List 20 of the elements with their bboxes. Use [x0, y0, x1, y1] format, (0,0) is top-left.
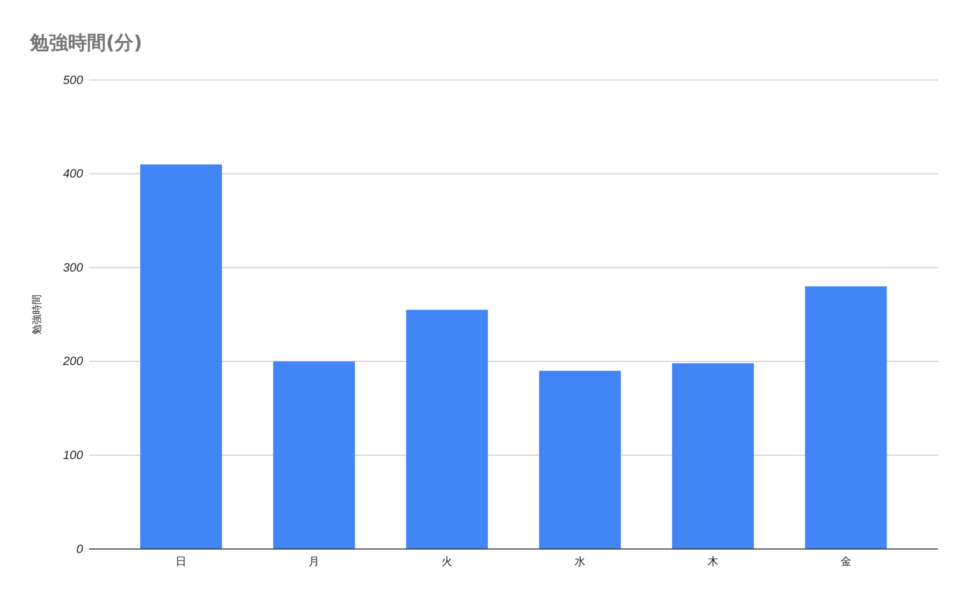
x-tick-label: 月 — [308, 556, 320, 568]
bar — [140, 164, 222, 549]
bar — [406, 310, 488, 549]
bar — [539, 370, 621, 549]
x-tick-label: 木 — [707, 554, 718, 568]
y-axis-title: 勉強時間 — [31, 294, 43, 334]
y-tick-label: 200 — [62, 354, 84, 368]
x-tick-label: 日 — [176, 556, 187, 568]
y-tick-label: 500 — [62, 72, 84, 87]
chart-title: 勉強時間(分) — [29, 32, 142, 54]
x-tick-label: 金 — [840, 556, 852, 568]
y-tick-label: 300 — [62, 260, 84, 274]
bar — [273, 361, 355, 549]
x-tick-label: 水 — [574, 554, 586, 568]
y-tick-label: 100 — [62, 448, 84, 462]
x-tick-label: 火 — [442, 554, 453, 568]
bar — [672, 363, 754, 549]
bar — [805, 286, 887, 549]
y-tick-label: 400 — [62, 166, 84, 181]
y-tick-label: 0 — [76, 542, 84, 556]
